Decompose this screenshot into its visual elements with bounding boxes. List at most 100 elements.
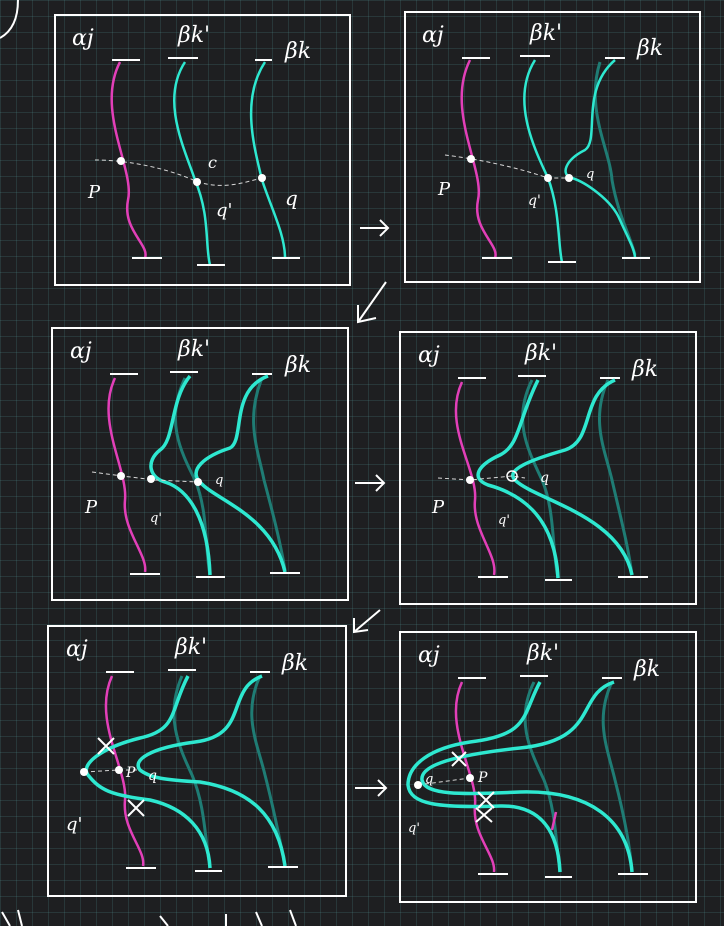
q-label: q [586,167,594,182]
beta-curve [420,680,634,873]
point-q [194,478,202,486]
point-q-prime [414,781,422,789]
alpha-label: αj [418,643,440,668]
arrow-right [355,779,388,797]
beta-prime-curve [84,675,212,869]
panel-frame [47,625,347,897]
alpha-label: αj [70,339,92,364]
p-label: P [437,179,451,200]
beta-prime-label: βk' [177,23,210,48]
cross-mark [477,791,495,809]
beta-label: βk [633,657,660,682]
p-label: P [431,497,445,518]
beta-label: βk [281,651,308,676]
q-label: q [215,473,223,488]
alpha-curve [454,381,496,576]
point-q [258,174,266,182]
q-prime-label: q' [150,511,162,526]
cross-mark [97,737,115,755]
point-p [466,476,474,484]
c-label: c [208,153,217,172]
beta-shadow [250,675,287,867]
cross-mark [127,799,145,817]
alpha-curve [107,377,147,573]
beta-prime-label: βk' [524,341,557,366]
beta-curve [249,61,287,259]
panel-frame [399,631,697,903]
beta-shadow [597,379,634,576]
connecting-path [417,777,471,786]
panel-5: αj βk' βk P q q' [47,625,347,897]
beta-label: βk [631,357,658,382]
panel-2: αj βk' βk P q' q [404,11,701,283]
point-p [466,774,474,782]
q-prime-label: q' [528,193,541,209]
q-label: q [285,186,298,210]
alpha-curve [454,681,496,873]
point-q-prime [147,475,155,483]
alpha-label: αj [418,343,440,368]
cross-mark [475,807,493,823]
beta-prime-label: βk' [174,635,207,660]
beta-prime-label: βk' [529,21,562,46]
alpha-label: αj [72,26,94,51]
alpha-curve [460,59,497,259]
connecting-path [91,471,199,483]
point-p [115,766,123,774]
arrow-down-left [357,281,387,324]
q-label: q [425,772,433,787]
alpha-curve [110,61,147,259]
beta-shadow [252,377,287,571]
arrow-down-left [353,609,381,634]
connecting-path [444,154,570,179]
beta-shadow [593,61,637,256]
beta-prime-shadow [173,377,212,576]
p-label: P [125,765,136,781]
q-prime-label: q' [66,814,82,835]
q-label: q [148,768,157,784]
beta-label: βk [284,353,311,378]
magenta-fragment [550,811,558,831]
beta-shadow [601,681,634,873]
arrow-right [355,474,386,492]
handwriting-fragment [1,909,297,926]
beta-prime-curve [149,374,212,576]
point-q-prime [80,768,88,776]
point-q-prime [544,174,552,182]
beta-label: βk [284,39,311,64]
panel-1: αj βk' βk P c q' q [54,14,351,286]
panel-frame [399,331,697,605]
beta-prime-curve [476,379,560,579]
panel-frame [404,11,701,283]
q-prime-label: q' [498,513,510,528]
point-p [467,155,475,163]
point-q-prime [506,470,518,482]
p-label: P [87,182,101,203]
point-q-prime [193,178,201,186]
beta-prime-curve [173,61,212,266]
beta-prime-label: βk' [177,337,210,362]
q-prime-label: q' [216,200,232,221]
alpha-curve [104,675,145,867]
beta-prime-curve [523,59,564,263]
beta-curve [194,374,287,573]
beta-curve [564,59,637,259]
panel-frame [54,14,351,286]
p-label: P [84,497,98,518]
alpha-label: αj [422,23,444,48]
beta-prime-curve [406,681,562,873]
cross-mark [451,751,467,767]
panel-4: αj βk' βk P q' q [399,331,697,605]
corner-arc [0,0,19,39]
arrow-right [360,219,390,237]
beta-label: βk [636,36,663,61]
point-p [117,472,125,480]
alpha-label: αj [66,637,88,662]
beta-prime-label: βk' [526,641,559,666]
p-label: P [477,770,488,786]
panel-frame [51,327,349,601]
beta-curve [511,378,634,576]
q-prime-label: q' [408,821,420,836]
panel-3: αj βk' βk P q' q [51,327,349,601]
